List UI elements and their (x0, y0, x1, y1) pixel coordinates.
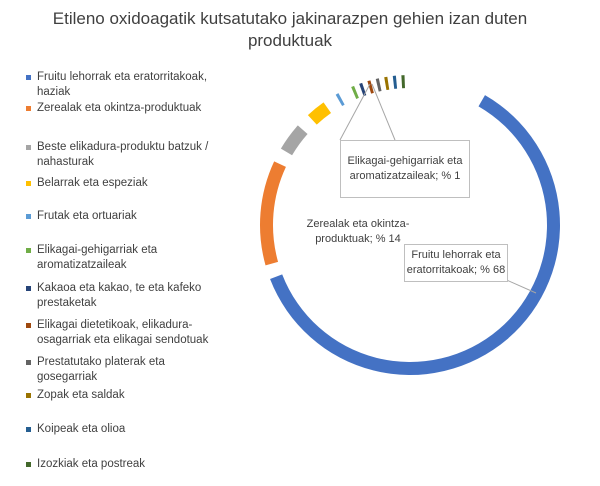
legend-swatch (26, 286, 31, 291)
donut-segment (280, 125, 308, 156)
legend-label: Elikagai-gehigarriak eta aromatizatzaile… (37, 244, 158, 271)
donut-segment (384, 76, 390, 91)
legend-swatch (26, 214, 31, 219)
data-label-fruitu: Fruitu lehorrak eta eratorritakoak; % 68 (404, 244, 508, 282)
legend-item: Elikagai-gehigarriak eta aromatizatzaile… (26, 243, 231, 273)
chart-title-line-2: produktuak (247, 31, 333, 50)
leader-line-elikagai-right (371, 83, 396, 141)
legend-label: Fruitu lehorrak eta eratorritakoak, hazi… (37, 71, 208, 98)
data-label-elikagai: Elikagai-gehigarriak eta aromatizatzaile… (340, 140, 470, 198)
legend-label: Kakaoa eta kakao, te eta kafeko prestake… (37, 282, 202, 309)
legend-label: Belarrak eta espeziak (37, 177, 148, 189)
legend-swatch (26, 323, 31, 328)
legend-item: Kakaoa eta kakao, te eta kafeko prestake… (26, 281, 231, 311)
legend-label: Frutak eta ortuariak (37, 210, 137, 222)
legend-swatch (26, 181, 31, 186)
legend-label: Prestatutako platerak eta gosegarriak (37, 356, 165, 383)
donut-segment (335, 93, 345, 106)
legend-item: Beste elikadura-produktu batzuk / nahast… (26, 140, 231, 170)
legend-swatch (26, 393, 31, 398)
legend-item: Elikagai dietetikoak, elikadura- osagarr… (26, 318, 231, 348)
legend-swatch (26, 462, 31, 467)
chart-title-line-1: Etileno oxidoagatik kutsatutako jakinara… (52, 9, 528, 28)
legend-item: Prestatutako platerak eta gosegarriak (26, 355, 231, 385)
legend-label: Elikagai dietetikoak, elikadura- osagarr… (37, 319, 209, 346)
data-label-zerealak: Zerealak eta okintza- produktuak; % 14 (298, 217, 418, 247)
leader-line-elikagai (339, 83, 371, 141)
donut-segment (375, 78, 382, 92)
data-label-elikagai-text: Elikagai-gehigarriak eta aromatizatzaile… (347, 155, 463, 182)
donut-segment (367, 80, 374, 94)
donut-segments (259, 75, 560, 375)
legend-item: Koipeak eta olioa (26, 422, 231, 437)
donut-segment (401, 75, 405, 89)
legend-swatch (26, 427, 31, 432)
data-label-zerealak-text: Zerealak eta okintza- produktuak; % 14 (306, 218, 410, 245)
legend-item: Frutak eta ortuariak (26, 209, 231, 224)
legend-item: Zerealak eta okintza-produktuak (26, 101, 231, 116)
donut-segment (359, 82, 367, 97)
legend-label: Beste elikadura-produktu batzuk / nahast… (37, 141, 209, 168)
legend-item: Izozkiak eta postreak (26, 457, 231, 472)
legend-swatch (26, 75, 31, 80)
donut-segment (351, 85, 359, 99)
data-label-fruitu-text: Fruitu lehorrak eta eratorritakoak; % 68 (406, 249, 506, 276)
donut-segment (259, 161, 286, 266)
legend-label: Koipeak eta olioa (37, 423, 126, 435)
legend-item: Zopak eta saldak (26, 388, 231, 403)
legend-swatch (26, 360, 31, 365)
legend-label: Zopak eta saldak (37, 389, 125, 401)
legend-swatch (26, 248, 31, 253)
donut-segment (392, 75, 398, 89)
donut-segment (307, 102, 332, 125)
legend-swatch (26, 145, 31, 150)
legend-item: Fruitu lehorrak eta eratorritakoak, hazi… (26, 70, 231, 100)
legend-label: Izozkiak eta postreak (37, 458, 146, 470)
legend-item: Belarrak eta espeziak (26, 176, 231, 191)
legend-swatch (26, 106, 31, 111)
chart-title: Etileno oxidoagatik kutsatutako jakinara… (0, 8, 600, 52)
legend-label: Zerealak eta okintza-produktuak (37, 102, 202, 114)
